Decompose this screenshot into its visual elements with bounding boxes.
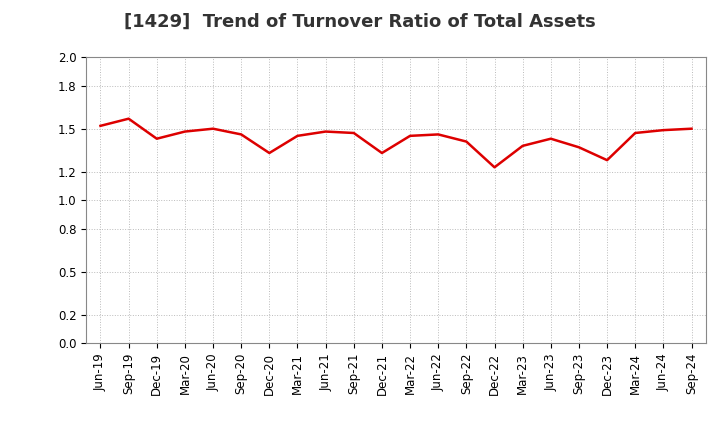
Text: [1429]  Trend of Turnover Ratio of Total Assets: [1429] Trend of Turnover Ratio of Total …: [124, 13, 596, 31]
